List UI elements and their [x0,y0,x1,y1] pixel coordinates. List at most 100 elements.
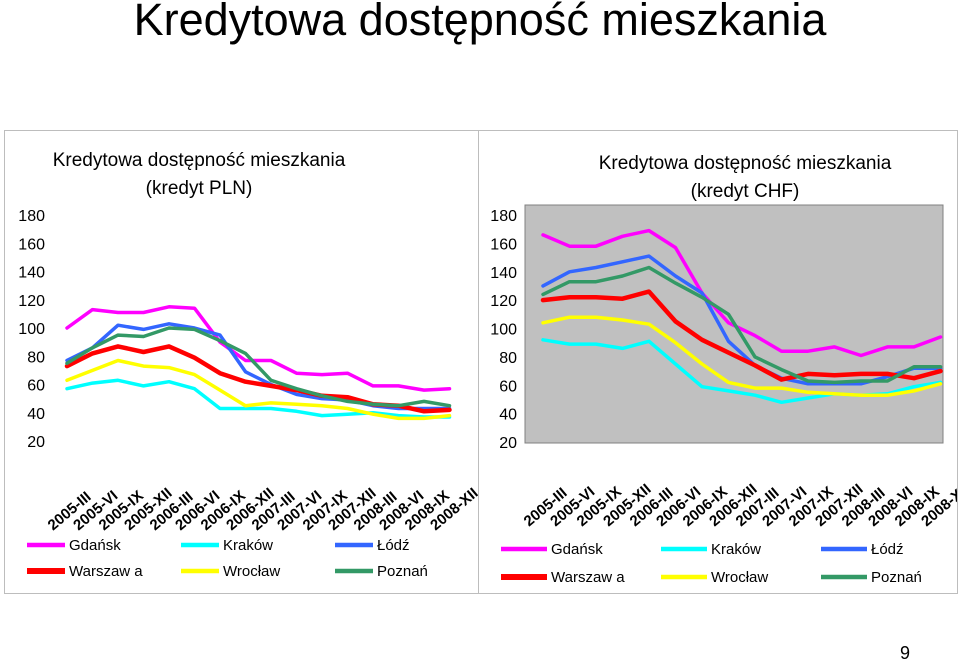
data-point-gdansk [320,373,324,376]
data-point-warszawa [448,408,451,412]
data-point-gdansk [912,345,916,349]
legend-label-wroclaw: Wrocław [223,563,280,580]
data-point-poznan [295,387,298,390]
data-point-lodz [859,382,863,385]
series-line-krakow [65,378,452,419]
y-tick-label: 180 [490,208,517,225]
data-point-gdansk [833,345,836,349]
data-point-krakow [397,414,400,417]
data-point-krakow [700,385,704,388]
legend-label-krakow: Kraków [223,537,273,554]
data-point-poznan [674,281,677,285]
data-point-warszawa [116,345,120,348]
data-point-poznan [541,293,545,296]
data-point-poznan [647,266,651,269]
data-point-krakow [806,396,810,400]
data-point-warszawa [422,410,426,413]
y-tick-label: 80 [27,349,45,366]
data-point-wroclaw [142,364,145,368]
data-point-lodz [244,370,247,373]
data-point-wroclaw [541,321,545,324]
data-point-gdansk [886,345,889,349]
series-line-warszawa [540,289,943,382]
data-point-krakow [65,387,69,390]
data-point-lodz [647,254,651,258]
data-point-gdansk [594,245,598,248]
legend-label-poznan: Poznań [871,569,922,586]
data-point-poznan [568,280,571,283]
chart-pln-frame: Kredytowa dostępność mieszkania (kredyt P… [4,130,480,594]
data-point-lodz [541,284,545,288]
data-point-gdansk [193,307,196,310]
data-point-gdansk [397,384,400,388]
y-tick-label: 40 [499,407,517,424]
data-point-wroclaw [269,401,273,405]
data-point-wroclaw [833,392,836,395]
data-point-wroclaw [859,394,863,397]
data-point-wroclaw [448,414,451,417]
y-tick-label: 160 [18,236,45,253]
data-point-poznan [833,381,836,384]
data-point-wroclaw [295,403,298,406]
chart-subtitle: (kredyt PLN) [146,178,253,199]
data-point-wroclaw [594,316,598,319]
chart-pln: Kredytowa dostępność mieszkania (kredyt P… [18,150,479,580]
data-point-warszawa [647,290,651,293]
data-point-krakow [167,380,171,383]
data-point-gdansk [346,372,349,375]
data-point-wroclaw [647,323,651,326]
data-point-poznan [594,280,598,283]
data-point-warszawa [674,320,677,323]
data-point-warszawa [167,345,171,348]
data-point-lodz [700,291,704,295]
data-point-wroclaw [939,382,942,385]
y-tick-label: 40 [27,406,45,423]
data-point-warszawa [142,350,145,354]
legend-label-gdansk: Gdańsk [69,537,121,554]
y-tick-label: 60 [27,378,45,395]
data-point-warszawa [218,372,222,375]
data-point-krakow [142,384,145,388]
y-tick-label: 60 [499,378,517,395]
data-point-poznan [448,404,451,407]
y-tick-label: 120 [18,293,45,310]
data-point-gdansk [167,305,171,308]
data-point-krakow [193,387,196,390]
data-point-warszawa [753,364,757,367]
data-point-gdansk [541,233,545,237]
legend-label-warszawa: Warszaw a [551,569,625,586]
data-point-krakow [295,410,298,413]
data-point-gdansk [65,326,69,330]
data-point-wroclaw [422,417,426,420]
y-tick-label: 140 [18,265,45,282]
data-point-wroclaw [193,373,196,376]
data-point-krakow [269,407,273,410]
data-point-poznan [320,394,324,397]
data-point-gdansk [91,308,94,311]
data-point-gdansk [116,311,120,314]
data-point-krakow [218,407,222,410]
data-point-poznan [859,379,863,383]
data-point-wroclaw [886,394,889,397]
data-point-poznan [727,313,730,316]
data-point-wroclaw [753,386,757,390]
data-point-warszawa [193,356,196,359]
chart-title: Kredytowa dostępność mieszkania [53,150,346,171]
data-point-wroclaw [806,391,810,394]
data-point-lodz [295,393,298,396]
data-point-wroclaw [346,407,349,410]
data-point-gdansk [859,354,863,357]
data-point-warszawa [244,380,247,383]
data-point-gdansk [244,359,247,362]
data-point-poznan [244,352,247,355]
data-point-krakow [753,394,757,397]
data-point-warszawa [859,372,863,376]
data-point-gdansk [806,350,810,353]
data-point-warszawa [939,369,942,373]
data-point-lodz [674,274,677,278]
data-point-gdansk [568,245,571,248]
legend-label-gdansk: Gdańsk [551,541,603,558]
data-point-krakow [568,342,571,346]
legend-label-wroclaw: Wrocław [711,569,768,586]
data-point-poznan [780,368,783,371]
